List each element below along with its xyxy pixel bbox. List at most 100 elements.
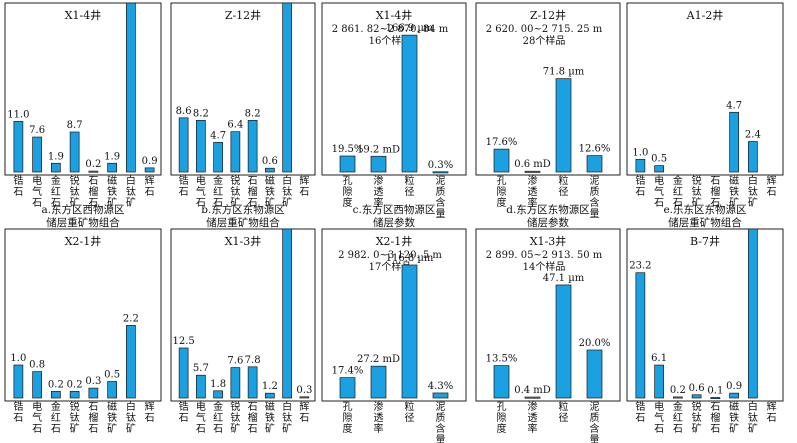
category-label: 锐钛矿 [230, 174, 240, 209]
panel-caption-line: c.东方区西物源区 [353, 203, 436, 216]
data-label: 0.2 [67, 379, 83, 390]
bar [370, 155, 387, 173]
category-label: 泥质含量 [436, 174, 446, 220]
category-label: 白钛矿 [126, 174, 136, 209]
data-label: 0.9 [142, 156, 158, 167]
category-label: 电气石 [32, 400, 42, 435]
bar [654, 165, 664, 173]
bar [282, 228, 292, 399]
panel-info-line: 2 982. 0~3 120. 5 m [338, 250, 442, 261]
data-label: 0.3% [428, 160, 453, 171]
panel-title: X1-4井 [376, 8, 413, 22]
data-label: 0.8 [29, 360, 45, 371]
panel-frame [321, 2, 467, 176]
category-label: 粒径 [559, 400, 569, 424]
bar [524, 170, 541, 173]
panel-caption-line: 储层重矿物组合 [46, 216, 120, 229]
category-label: 孔隙度 [343, 175, 353, 209]
data-label: 7.8 [245, 355, 261, 366]
data-label: 12.5 [172, 336, 194, 347]
data-label: 0.6 mD [514, 159, 551, 170]
panel-info-line: 2 861. 82~2 870. 84 m [332, 24, 449, 35]
category-label: 磁铁矿 [729, 400, 739, 435]
category-label: 辉石 [145, 175, 155, 198]
bar [69, 391, 80, 399]
bar [493, 148, 510, 173]
category-label: 泥质含量 [590, 174, 600, 220]
category-label: 白钛矿 [282, 400, 292, 435]
panel-info-line: 2 899. 05~2 913. 50 m [486, 250, 603, 261]
data-label: 19.2 mD [357, 144, 400, 155]
data-label: 7.6 [29, 125, 45, 136]
category-label: 石榴石 [248, 402, 258, 435]
bar [126, 325, 136, 399]
data-label: 1.9 [104, 151, 120, 162]
panel-title: A1-2井 [686, 8, 724, 22]
data-label: 1.0 [632, 147, 648, 158]
bar [13, 364, 24, 399]
data-label: 6.1 [651, 353, 667, 364]
data-label: 1.8 [210, 379, 226, 390]
bar [673, 396, 683, 399]
category-label: 石榴石 [88, 402, 98, 435]
panel-caption-line: 储层重矿物组合 [668, 216, 742, 229]
category-label: 渗透率 [374, 174, 384, 209]
panel-title: Z-12井 [530, 8, 566, 22]
bar [370, 365, 387, 399]
bar [401, 34, 418, 173]
category-label: 电气石 [654, 174, 664, 209]
data-label: 47.1 µm [543, 273, 585, 284]
category-label: 锐钛矿 [70, 174, 80, 209]
category-label: 电气石 [196, 400, 206, 435]
bar [247, 119, 258, 173]
category-label: 白钛矿 [748, 174, 758, 209]
category-label: 金红石 [51, 174, 61, 209]
data-label: 13.5% [486, 354, 518, 365]
category-label: 泥质含量 [590, 400, 600, 443]
chart-panel-2: Z-12井 8.6 锆石 8.2 电气石 4.7 金红石 6.4 锐钛矿 8.2 石榴石 0.6 磁铁矿… [170, 2, 316, 229]
bar [339, 155, 356, 173]
data-label: 71.8 µm [543, 67, 585, 78]
panel-title: X1-3井 [225, 234, 262, 248]
panel-title: X2-1井 [376, 234, 413, 248]
bar [432, 392, 449, 399]
panel-caption-line: e.乐东区东物源区 [663, 203, 746, 216]
category-label: 孔隙度 [497, 401, 507, 435]
panel-caption-line: 储层参数 [527, 216, 569, 229]
category-label: 金红石 [673, 400, 683, 435]
bar [654, 364, 664, 399]
panel-caption-line: 储层参数 [373, 216, 415, 229]
data-label: 12.6% [579, 144, 611, 155]
panel-title: X1-3井 [530, 234, 567, 248]
category-label: 石榴石 [710, 176, 720, 209]
bar [729, 392, 739, 399]
data-label: 0.2 [670, 385, 686, 396]
data-label: 0.4 mD [514, 385, 551, 396]
data-label: 4.7 [726, 100, 742, 111]
data-label: 2.4 [745, 130, 761, 141]
category-label: 辉石 [767, 401, 777, 424]
bar [247, 366, 258, 399]
category-label: 白钛矿 [748, 400, 758, 435]
panel-caption-line: a.东方区西物源区 [41, 203, 124, 216]
bar [586, 155, 603, 173]
category-label: 锆石 [635, 400, 645, 424]
bar [51, 391, 61, 399]
category-label: 磁铁矿 [265, 400, 275, 435]
bar [555, 284, 572, 399]
data-label: 6.4 [227, 120, 243, 131]
bar [88, 170, 99, 173]
bar [107, 381, 117, 399]
bar [635, 158, 646, 173]
panel-title: X2-1井 [65, 234, 102, 248]
category-label: 锐钛矿 [230, 400, 240, 435]
category-label: 磁铁矿 [729, 174, 739, 209]
bar [51, 162, 61, 173]
data-label: 0.9 [726, 381, 742, 392]
bar [69, 131, 80, 173]
panel-title: B-7井 [690, 234, 720, 248]
bar [710, 397, 721, 400]
category-label: 电气石 [32, 174, 42, 209]
